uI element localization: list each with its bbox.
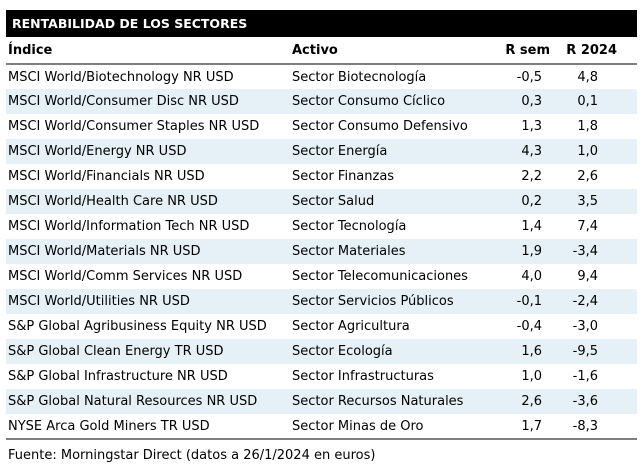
indice-cell: S&P Global Clean Energy TR USD bbox=[8, 344, 224, 359]
table-row: MSCI World/Health Care NR USD Sector Salu… bbox=[6, 189, 637, 214]
r-2024-cell: -3,4 bbox=[572, 244, 598, 259]
r-sem-cell: 2,2 bbox=[521, 169, 542, 184]
r-2024-cell: 3,5 bbox=[577, 194, 598, 209]
column-header-activo: Activo bbox=[290, 37, 476, 65]
table-title-bar: RENTABILIDAD DE LOS SECTORES bbox=[6, 10, 637, 37]
activo-cell: Sector Materiales bbox=[292, 244, 406, 259]
r-sem-cell: -0,4 bbox=[516, 319, 542, 334]
r-sem-cell: 2,6 bbox=[521, 394, 542, 409]
sector-returns-table: Índice Activo R sem R 2024 MSCI World/Bi… bbox=[6, 37, 637, 440]
indice-cell: MSCI World/Comm Services NR USD bbox=[8, 269, 243, 284]
activo-cell: Sector Recursos Naturales bbox=[292, 394, 464, 409]
table-row: NYSE Arca Gold Miners TR USD Sector Minas… bbox=[6, 414, 637, 440]
table-row: S&P Global Clean Energy TR USD Sector Eco… bbox=[6, 339, 637, 364]
indice-cell: S&P Global Infrastructure NR USD bbox=[8, 369, 228, 384]
r-2024-cell: -3,6 bbox=[572, 394, 598, 409]
table-row: MSCI World/Materials NR USD Sector Materi… bbox=[6, 239, 637, 264]
r-2024-cell: 9,4 bbox=[577, 269, 598, 284]
table-row: MSCI World/Information Tech NR USD Sector… bbox=[6, 214, 637, 239]
indice-cell: MSCI World/Financials NR USD bbox=[8, 169, 205, 184]
activo-cell: Sector Agricultura bbox=[292, 319, 410, 334]
indice-cell: MSCI World/Consumer Disc NR USD bbox=[8, 94, 239, 109]
r-2024-cell: 0,1 bbox=[577, 94, 598, 109]
table-row: MSCI World/Financials NR USD Sector Finan… bbox=[6, 164, 637, 189]
column-header-r-sem: R sem bbox=[476, 37, 550, 65]
indice-cell: MSCI World/Energy NR USD bbox=[8, 144, 187, 159]
table-row: MSCI World/Consumer Staples NR USD Sector… bbox=[6, 114, 637, 139]
r-sem-cell: 1,4 bbox=[521, 219, 542, 234]
indice-cell: MSCI World/Information Tech NR USD bbox=[8, 219, 250, 234]
indice-cell: MSCI World/Utilities NR USD bbox=[8, 294, 190, 309]
r-sem-cell: 1,6 bbox=[521, 344, 542, 359]
r-sem-cell: -0,5 bbox=[516, 69, 542, 85]
table-row: MSCI World/Utilities NR USD Sector Servic… bbox=[6, 289, 637, 314]
r-2024-cell: 2,6 bbox=[577, 169, 598, 184]
r-sem-cell: 0,3 bbox=[521, 94, 542, 109]
activo-cell: Sector Finanzas bbox=[292, 169, 395, 184]
r-sem-cell: 1,3 bbox=[521, 119, 542, 134]
r-sem-cell: 4,3 bbox=[521, 144, 542, 159]
table-row: MSCI World/Energy NR USD Sector Energía 4,… bbox=[6, 139, 637, 164]
table-row: S&P Global Natural Resources NR USD Secto… bbox=[6, 389, 637, 414]
r-2024-cell: 1,8 bbox=[577, 119, 598, 134]
activo-cell: Sector Ecología bbox=[292, 344, 393, 359]
activo-cell: Sector Minas de Oro bbox=[290, 414, 476, 440]
r-sem-cell: 0,2 bbox=[521, 194, 542, 209]
indice-cell: MSCI World/Health Care NR USD bbox=[8, 194, 218, 209]
r-2024-cell: 1,0 bbox=[577, 144, 598, 159]
activo-cell: Sector Energía bbox=[292, 144, 388, 159]
table-row: MSCI World/Comm Services NR USD Sector Te… bbox=[6, 264, 637, 289]
r-2024-cell: 7,4 bbox=[577, 219, 598, 234]
activo-cell: Sector Consumo Defensivo bbox=[292, 119, 468, 134]
source-note: Fuente: Morningstar Direct (datos a 26/1… bbox=[8, 448, 376, 463]
activo-cell: Sector Tecnología bbox=[292, 219, 407, 234]
indice-cell: MSCI World/Consumer Staples NR USD bbox=[8, 119, 260, 134]
r-sem-cell: 1,0 bbox=[521, 369, 542, 384]
table-row: S&P Global Infrastructure NR USD Sector I… bbox=[6, 364, 637, 389]
r-sem-cell: 1,9 bbox=[521, 244, 542, 259]
r-2024-cell: -3,0 bbox=[572, 319, 598, 334]
activo-cell: Sector Telecomunicaciones bbox=[292, 269, 468, 284]
table-row: S&P Global Agribusiness Equity NR USD Sec… bbox=[6, 314, 637, 339]
r-2024-cell: -9,5 bbox=[572, 344, 598, 359]
table-row: MSCI World/Biotechnology NR USD Sector Bi… bbox=[6, 64, 637, 89]
indice-cell: S&P Global Agribusiness Equity NR USD bbox=[8, 319, 267, 334]
activo-cell: Sector Infrastructuras bbox=[292, 369, 434, 384]
table-body: MSCI World/Biotechnology NR USD Sector Bi… bbox=[6, 64, 637, 440]
r-sem-cell: -0,1 bbox=[516, 294, 542, 309]
indice-cell: MSCI World/Materials NR USD bbox=[8, 244, 201, 259]
indice-cell: S&P Global Natural Resources NR USD bbox=[8, 394, 258, 409]
r-sem-cell: 4,0 bbox=[521, 269, 542, 284]
r-2024-cell: -8,3 bbox=[550, 414, 637, 440]
indice-cell: MSCI World/Biotechnology NR USD bbox=[8, 69, 234, 85]
activo-cell: Sector Salud bbox=[292, 194, 375, 209]
r-sem-cell: 1,7 bbox=[476, 414, 550, 440]
table-header-row: Índice Activo R sem R 2024 bbox=[6, 37, 637, 65]
r-2024-cell: -1,6 bbox=[572, 369, 598, 384]
table-row: MSCI World/Consumer Disc NR USD Sector Co… bbox=[6, 89, 637, 114]
r-2024-cell: 4,8 bbox=[577, 69, 598, 85]
column-header-indice: Índice bbox=[6, 37, 290, 65]
column-header-r-2024: R 2024 bbox=[550, 37, 637, 65]
r-2024-cell: -2,4 bbox=[572, 294, 598, 309]
indice-cell: NYSE Arca Gold Miners TR USD bbox=[6, 414, 290, 440]
activo-cell: Sector Biotecnología bbox=[292, 69, 427, 85]
activo-cell: Sector Consumo Cíclico bbox=[292, 94, 446, 109]
activo-cell: Sector Servicios Públicos bbox=[292, 294, 454, 309]
